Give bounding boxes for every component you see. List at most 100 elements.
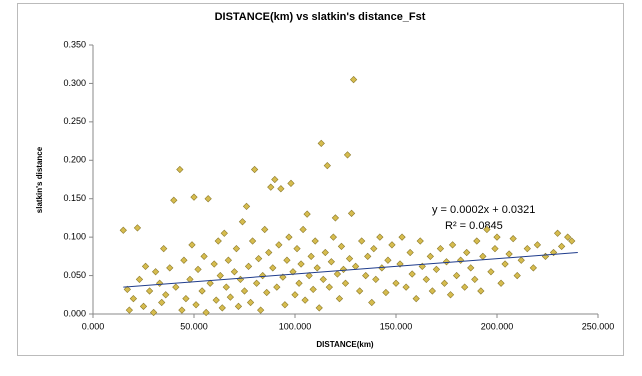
point bbox=[301, 296, 309, 304]
point bbox=[428, 287, 436, 295]
point bbox=[212, 296, 220, 304]
point bbox=[473, 237, 481, 245]
point bbox=[372, 275, 380, 284]
point bbox=[230, 268, 239, 276]
y-tick-label: 0.000 bbox=[63, 308, 86, 318]
point bbox=[392, 279, 400, 287]
point bbox=[250, 165, 259, 174]
point bbox=[533, 241, 542, 249]
point bbox=[188, 241, 196, 249]
point bbox=[240, 287, 249, 295]
point bbox=[248, 237, 257, 245]
point bbox=[170, 196, 178, 204]
point bbox=[200, 252, 208, 260]
point bbox=[257, 306, 265, 314]
point bbox=[180, 256, 188, 264]
point bbox=[513, 271, 521, 280]
point bbox=[139, 302, 148, 310]
point bbox=[329, 233, 338, 241]
point bbox=[222, 283, 230, 291]
point bbox=[273, 283, 281, 291]
point bbox=[220, 229, 228, 237]
point bbox=[497, 279, 505, 287]
point bbox=[568, 237, 576, 245]
point bbox=[194, 265, 202, 274]
point bbox=[493, 233, 501, 241]
r-squared: R² = 0.0845 bbox=[445, 220, 503, 232]
point bbox=[362, 271, 370, 280]
point bbox=[412, 295, 420, 303]
point bbox=[289, 268, 297, 276]
point bbox=[176, 165, 184, 174]
point bbox=[267, 183, 275, 191]
point bbox=[252, 279, 261, 287]
point bbox=[123, 285, 131, 294]
point bbox=[463, 248, 471, 257]
y-tick-label: 0.150 bbox=[63, 193, 86, 203]
point bbox=[467, 264, 475, 272]
point bbox=[327, 258, 335, 266]
point bbox=[347, 209, 356, 217]
point bbox=[422, 275, 430, 284]
point bbox=[178, 306, 186, 314]
point bbox=[214, 237, 222, 245]
point bbox=[133, 224, 142, 232]
point bbox=[271, 175, 279, 184]
point bbox=[275, 241, 283, 249]
point bbox=[483, 225, 491, 234]
point bbox=[259, 271, 267, 280]
point bbox=[345, 255, 354, 263]
point bbox=[210, 260, 218, 268]
point bbox=[509, 235, 517, 243]
point bbox=[487, 268, 495, 276]
point bbox=[448, 241, 457, 249]
point bbox=[285, 233, 293, 241]
point bbox=[356, 287, 364, 295]
y-tick-label: 0.350 bbox=[63, 39, 86, 49]
point bbox=[323, 162, 331, 170]
point bbox=[321, 248, 329, 257]
x-tick-label: 50.000 bbox=[180, 321, 208, 331]
y-tick-label: 0.100 bbox=[63, 232, 86, 242]
point bbox=[426, 252, 434, 260]
point bbox=[341, 279, 350, 287]
y-axis-title: slatkin's distance bbox=[35, 146, 44, 213]
point bbox=[295, 279, 303, 287]
point bbox=[287, 179, 295, 187]
point bbox=[384, 256, 392, 264]
point bbox=[337, 242, 346, 250]
point bbox=[370, 245, 378, 253]
point bbox=[402, 283, 410, 291]
point bbox=[452, 271, 461, 280]
point bbox=[119, 226, 127, 234]
point bbox=[558, 242, 566, 250]
point bbox=[226, 293, 234, 301]
y-tick-label: 0.250 bbox=[63, 116, 86, 126]
point bbox=[182, 295, 190, 303]
point bbox=[291, 291, 299, 299]
point bbox=[382, 288, 390, 297]
point bbox=[376, 233, 384, 241]
point bbox=[255, 255, 263, 263]
point bbox=[244, 262, 253, 270]
y-tick-label: 0.050 bbox=[63, 270, 86, 280]
point bbox=[333, 270, 342, 278]
point bbox=[416, 237, 424, 245]
point bbox=[238, 218, 247, 226]
point bbox=[311, 237, 319, 245]
point bbox=[406, 248, 414, 257]
point bbox=[141, 262, 150, 270]
point bbox=[206, 279, 214, 287]
point bbox=[349, 75, 358, 84]
point bbox=[145, 287, 154, 295]
point bbox=[166, 264, 174, 272]
point bbox=[446, 291, 455, 299]
point bbox=[198, 287, 206, 295]
point bbox=[553, 229, 562, 237]
point bbox=[398, 233, 406, 241]
point bbox=[172, 283, 180, 291]
point bbox=[232, 245, 241, 253]
point bbox=[331, 214, 340, 222]
point bbox=[317, 139, 325, 148]
point bbox=[491, 245, 499, 253]
